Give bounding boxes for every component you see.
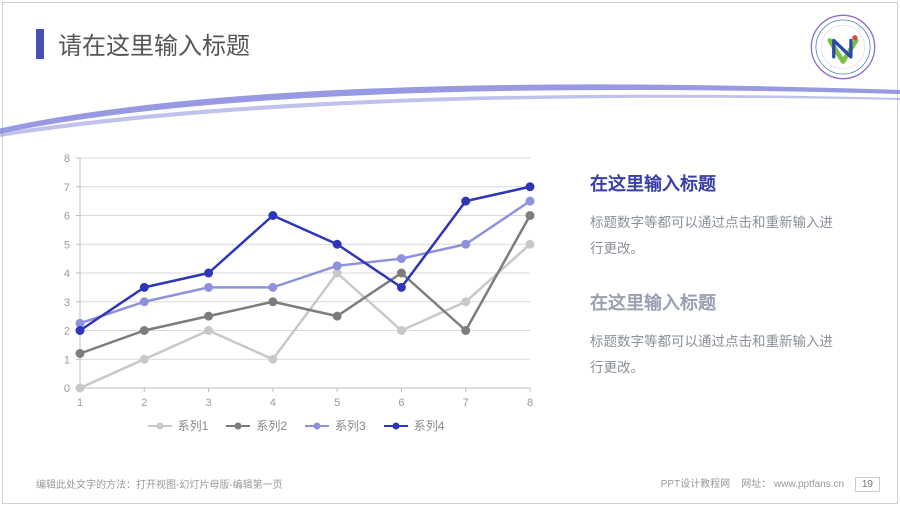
section-body-2[interactable]: 标题数字等都可以通过点击和重新输入进行更改。 (590, 329, 840, 380)
svg-text:2: 2 (141, 397, 147, 409)
svg-text:0: 0 (64, 383, 70, 395)
footer: 编辑此处文字的方法：打开视图-幻灯片母版-编辑第一页 PPT设计教程网 网址： … (36, 475, 880, 492)
institution-logo (810, 14, 876, 80)
logo-dot-icon (852, 35, 857, 40)
legend-label: 系列2 (256, 417, 287, 434)
section-title-1[interactable]: 在这里输入标题 (590, 170, 840, 196)
legend-label: 系列4 (414, 417, 445, 434)
legend-marker-icon (305, 425, 329, 427)
legend-marker-icon (226, 425, 250, 427)
footer-site-label: PPT设计教程网 (661, 479, 730, 490)
svg-text:3: 3 (64, 297, 70, 309)
title-accent-bar (36, 29, 44, 59)
header: 请在这里输入标题 (36, 26, 250, 61)
svg-text:8: 8 (64, 154, 70, 165)
svg-text:7: 7 (463, 397, 469, 409)
legend-item: 系列4 (384, 417, 445, 434)
section-title-2[interactable]: 在这里输入标题 (590, 289, 840, 315)
svg-text:3: 3 (206, 397, 212, 409)
page-title[interactable]: 请在这里输入标题 (58, 26, 250, 61)
svg-text:4: 4 (270, 397, 276, 409)
legend-marker-icon (148, 425, 172, 427)
footer-url-label: 网址： (741, 479, 771, 490)
svg-text:7: 7 (64, 182, 70, 194)
legend-marker-icon (384, 425, 408, 427)
svg-text:6: 6 (398, 397, 404, 409)
text-column: 在这里输入标题 标题数字等都可以通过点击和重新输入进行更改。 在这里输入标题 标… (590, 170, 840, 409)
svg-text:1: 1 (77, 397, 83, 409)
section-body-1[interactable]: 标题数字等都可以通过点击和重新输入进行更改。 (590, 210, 840, 261)
footer-url: www.pptfans.cn (774, 479, 844, 490)
svg-text:5: 5 (334, 397, 340, 409)
svg-text:5: 5 (64, 239, 70, 251)
legend-label: 系列3 (335, 417, 366, 434)
page-number: 19 (855, 477, 880, 492)
legend-item: 系列2 (226, 417, 287, 434)
svg-text:6: 6 (64, 211, 70, 223)
legend-label: 系列1 (178, 417, 209, 434)
chart-legend: 系列1 系列2 系列3 系列4 (46, 417, 546, 434)
svg-text:1: 1 (64, 354, 70, 366)
line-chart: 01234567812345678 系列1系列2系列3系列4 (46, 154, 546, 434)
footer-right: PPT设计教程网 网址： www.pptfans.cn 19 (661, 475, 880, 492)
svg-text:8: 8 (527, 397, 533, 409)
legend-item: 系列3 (305, 417, 366, 434)
footer-hint: 编辑此处文字的方法：打开视图-幻灯片母版-编辑第一页 (36, 476, 283, 491)
svg-text:2: 2 (64, 326, 70, 338)
svg-text:4: 4 (64, 268, 70, 280)
legend-item: 系列1 (148, 417, 209, 434)
